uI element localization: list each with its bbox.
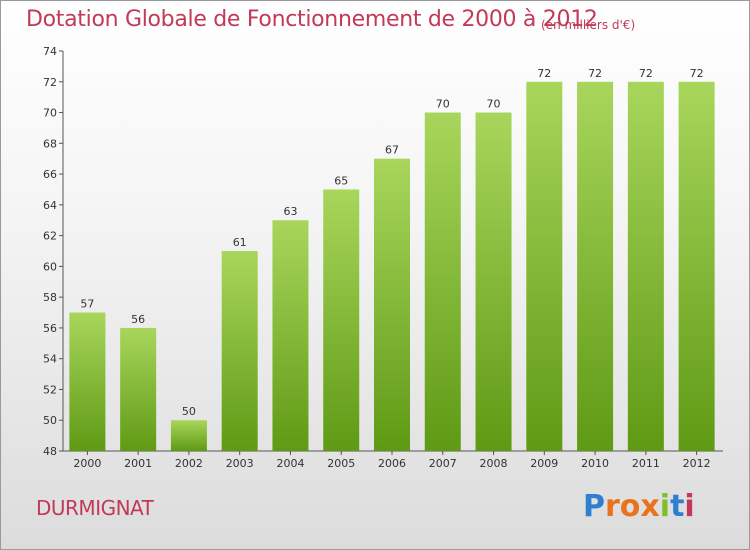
brand-letter: r xyxy=(605,489,620,524)
x-tick-label: 2011 xyxy=(632,457,660,470)
y-tick-label: 52 xyxy=(43,383,57,396)
value-label: 72 xyxy=(588,67,602,80)
y-tick-label: 50 xyxy=(43,414,57,427)
brand-logo: Proxiti xyxy=(583,489,695,524)
value-label: 50 xyxy=(182,405,196,418)
bar-2002 xyxy=(170,420,207,451)
y-tick-label: 66 xyxy=(43,168,57,181)
x-tick-label: 2010 xyxy=(581,457,609,470)
chart-title: Dotation Globale de Fonctionnement de 20… xyxy=(26,7,598,32)
x-tick-label: 2007 xyxy=(429,457,457,470)
bar-2006 xyxy=(374,158,410,451)
brand-letter: x xyxy=(640,489,660,524)
bar-2009 xyxy=(526,81,563,452)
y-tick-label: 56 xyxy=(43,322,57,335)
bar-2007 xyxy=(424,112,461,452)
y-tick-label: 60 xyxy=(43,260,57,273)
bar-2004 xyxy=(272,220,309,451)
bars-group xyxy=(69,81,715,452)
bar-2001 xyxy=(120,327,157,451)
value-label: 56 xyxy=(131,313,145,326)
x-tick-label: 2001 xyxy=(124,457,152,470)
bar-2008 xyxy=(475,112,512,452)
brand-letter: t xyxy=(670,489,685,524)
value-label: 72 xyxy=(537,67,551,80)
y-tick-label: 54 xyxy=(43,353,57,366)
y-tick-label: 74 xyxy=(43,45,57,58)
value-label: 72 xyxy=(690,67,704,80)
value-label: 70 xyxy=(436,98,450,111)
y-tick-label: 68 xyxy=(43,137,57,150)
value-label: 67 xyxy=(385,144,399,157)
axes: 48 50 52 54 56 58 60 62 64 66 68 70 72 74 xyxy=(43,45,723,458)
bar-2000 xyxy=(69,312,106,451)
x-tick-label: 2005 xyxy=(327,457,355,470)
brand-letter: i xyxy=(659,489,671,524)
brand-letter: P xyxy=(583,489,605,524)
x-tick-label: 2006 xyxy=(378,457,406,470)
y-tick-label: 58 xyxy=(43,291,57,304)
value-label: 61 xyxy=(233,236,247,249)
x-tick-label: 2004 xyxy=(276,457,304,470)
value-label: 72 xyxy=(639,67,653,80)
x-tick-label: 2009 xyxy=(530,457,558,470)
value-label: 65 xyxy=(334,174,348,187)
value-label: 57 xyxy=(80,298,94,311)
x-tick-label: 2000 xyxy=(73,457,101,470)
value-label: 63 xyxy=(283,205,297,218)
y-tick-label: 72 xyxy=(43,76,57,89)
value-label: 70 xyxy=(487,98,501,111)
x-tick-label: 2012 xyxy=(683,457,711,470)
x-tick-label: 2003 xyxy=(226,457,254,470)
y-tick-label: 64 xyxy=(43,199,57,212)
commune-name: DURMIGNAT xyxy=(36,496,154,520)
chart-units: (en milliers d'€) xyxy=(541,18,636,32)
y-tick-label: 62 xyxy=(43,230,57,243)
y-tick-label: 48 xyxy=(43,445,57,458)
bar-2010 xyxy=(577,81,614,452)
bar-2011 xyxy=(627,81,664,452)
brand-letter: o xyxy=(619,489,641,524)
bar-2012 xyxy=(678,81,715,452)
x-tick-label: 2008 xyxy=(480,457,508,470)
x-tick-label: 2002 xyxy=(175,457,203,470)
y-tick-label: 70 xyxy=(43,107,57,120)
bar-2005 xyxy=(323,189,360,451)
brand-letter: i xyxy=(684,489,695,524)
bar-2003 xyxy=(221,251,258,451)
labels-group: 57 2000 56 2001 50 2002 61 2003 63 2004 65 2005 67 20… xyxy=(73,67,710,470)
